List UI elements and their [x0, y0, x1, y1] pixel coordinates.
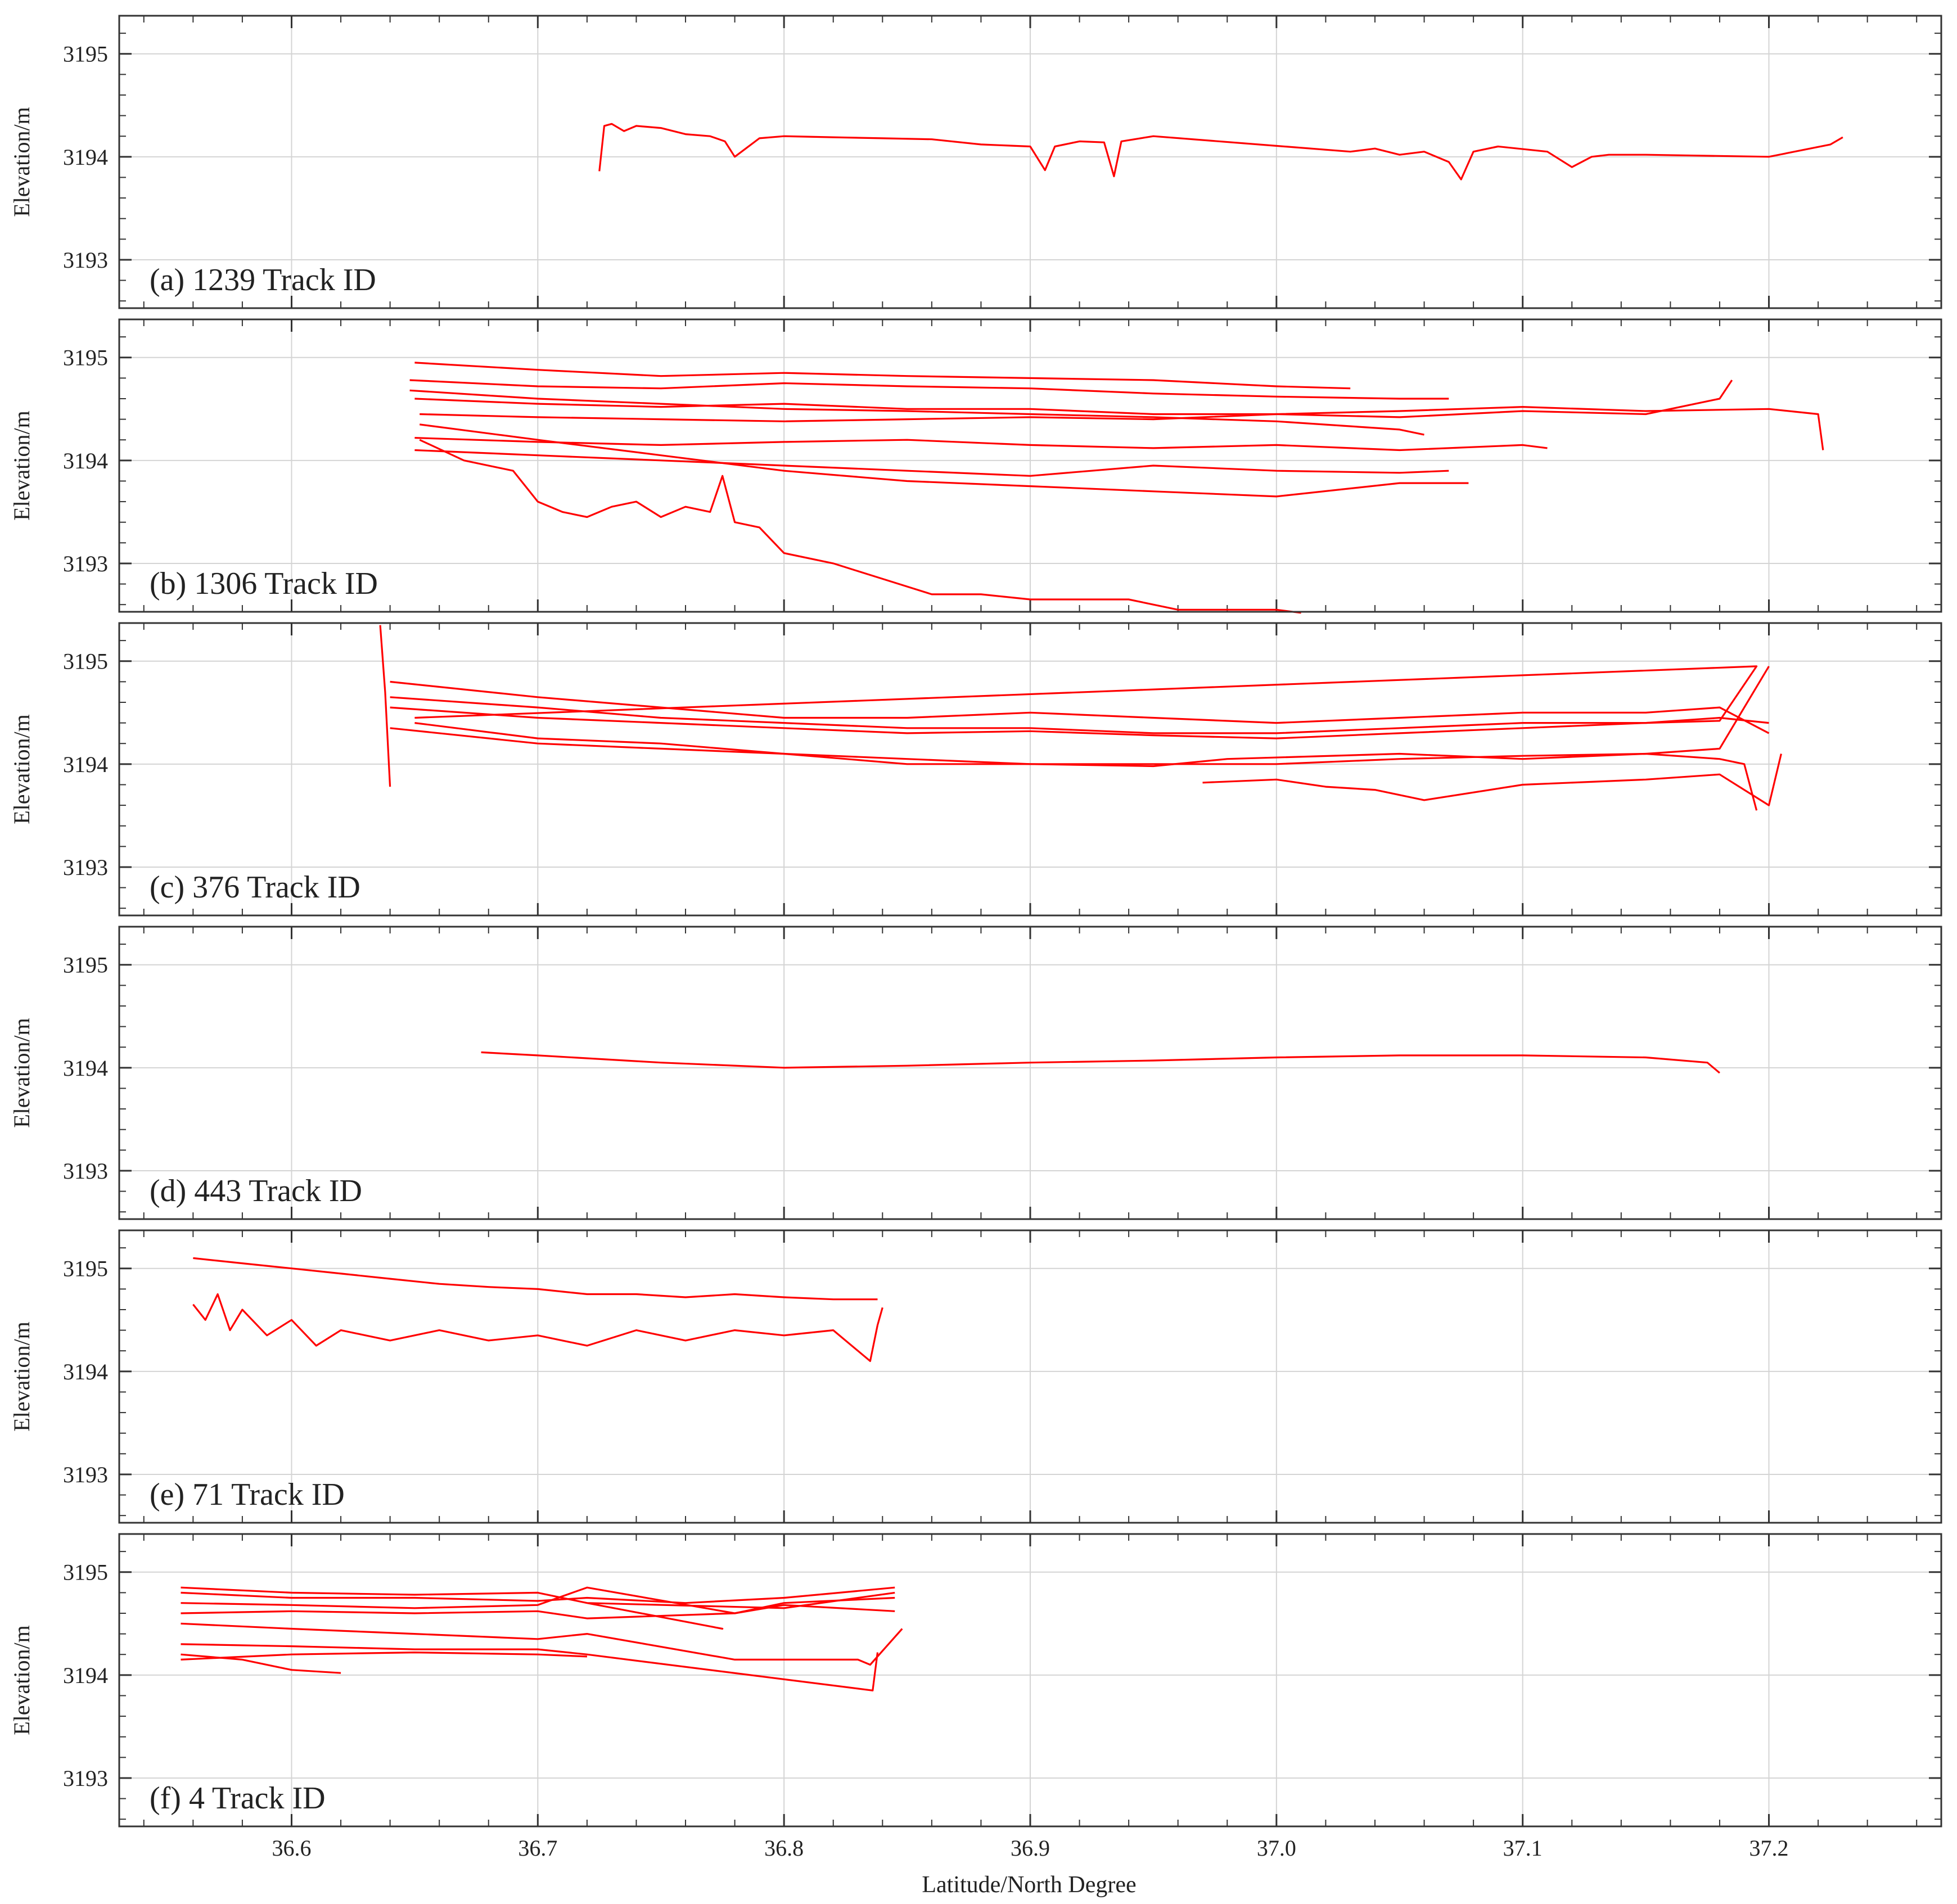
series-line-6	[414, 437, 1548, 452]
series-line-3	[414, 380, 1733, 418]
x-tick-label: 36.8	[764, 1835, 804, 1861]
y-tick-label: 3193	[63, 855, 108, 880]
series-line-4	[420, 405, 1824, 450]
series-line-7	[1202, 754, 1782, 806]
x-axis-title: Latitude/North Degree	[922, 1872, 1136, 1898]
x-tick-label: 36.7	[518, 1835, 557, 1861]
panel-label: (b) 1306 Track ID	[150, 566, 378, 601]
panel-2: 3193 3194 3195 Elevation/m (b) 1306 Track ID	[9, 318, 1942, 614]
panel-label: (e) 71 Track ID	[150, 1477, 345, 1512]
panel-4: 3193 3194 3195 Elevation/m (d) 443 Track ID	[9, 926, 1942, 1220]
series-line-2	[181, 1586, 895, 1614]
y-tick-label: 3195	[63, 953, 108, 978]
series-line-5	[181, 1622, 903, 1666]
series-line-8	[181, 1652, 587, 1661]
plot-frame	[118, 1533, 1942, 1828]
y-axis-title: Elevation/m	[9, 1625, 34, 1735]
y-tick-label: 3194	[63, 1359, 108, 1384]
y-tick-label: 3193	[63, 551, 108, 576]
x-tick-label: 37.1	[1503, 1835, 1543, 1861]
series-line-3	[181, 1604, 895, 1619]
series-line-9	[419, 439, 1301, 614]
series-line-5	[409, 389, 1424, 436]
panels-group: 3193 3194 3195 Elevation/m (a) 1239 Track ID…	[9, 15, 1942, 1861]
y-tick-label: 3193	[63, 1766, 108, 1791]
series-line-4	[181, 1586, 895, 1630]
plot-frame	[118, 318, 1942, 613]
x-tick-label: 37.2	[1749, 1835, 1789, 1861]
y-axis-title: Elevation/m	[9, 1321, 34, 1432]
panel-label: (a) 1239 Track ID	[150, 263, 376, 297]
panel-label: (f) 4 Track ID	[150, 1781, 326, 1816]
series-line-6	[414, 666, 1770, 768]
series-line-2	[409, 379, 1449, 400]
x-tick-label: 36.6	[272, 1835, 311, 1861]
y-axis-title: Elevation/m	[9, 1018, 34, 1128]
series-line-7	[414, 449, 1449, 477]
y-tick-label: 3195	[63, 1256, 108, 1282]
plot-frame	[118, 1229, 1942, 1524]
plot-frame	[118, 926, 1942, 1220]
y-tick-label: 3193	[63, 247, 108, 273]
panel-label: (d) 443 Track ID	[150, 1174, 362, 1208]
y-tick-label: 3195	[63, 649, 108, 674]
plot-frame	[118, 15, 1942, 309]
panel-label: (c) 376 Track ID	[150, 870, 360, 905]
y-tick-label: 3195	[63, 345, 108, 371]
y-tick-label: 3194	[63, 1663, 108, 1688]
series-line-1	[379, 625, 391, 787]
panel-3: 3193 3194 3195 Elevation/m (c) 376 Track ID	[9, 622, 1942, 917]
panel-5: 3193 3194 3195 Elevation/m (e) 71 Track ID	[9, 1229, 1942, 1524]
series-line-2	[192, 1293, 883, 1362]
y-axis-title: Elevation/m	[9, 107, 34, 217]
x-tick-label: 36.9	[1011, 1835, 1050, 1861]
panel-6: 3193 3194 3195 36.6 36.7 36.8 36.9 37.0 37.1 37.2…	[9, 1533, 1942, 1861]
series-line-1	[414, 362, 1351, 390]
series-line-1	[193, 1257, 878, 1301]
series-line-6	[181, 1643, 879, 1691]
panel-1: 3193 3194 3195 Elevation/m (a) 1239 Track ID	[9, 15, 1942, 309]
y-tick-label: 3195	[63, 1560, 108, 1585]
series-line-5	[390, 727, 1758, 811]
series-line-1	[598, 123, 1843, 181]
y-tick-label: 3194	[63, 448, 108, 473]
plot-frame	[118, 622, 1942, 917]
series-line-1	[481, 1051, 1720, 1074]
y-axis-title: Elevation/m	[9, 410, 34, 521]
y-tick-label: 3195	[63, 42, 108, 67]
y-tick-label: 3194	[63, 1055, 108, 1081]
series-line-7	[181, 1653, 341, 1674]
y-tick-label: 3193	[63, 1158, 108, 1184]
series-line-4	[390, 665, 1758, 739]
series-line-1	[181, 1586, 895, 1604]
y-tick-label: 3193	[63, 1462, 108, 1487]
series-line-8	[419, 423, 1469, 498]
x-tick-label: 37.0	[1257, 1835, 1296, 1861]
y-tick-label: 3194	[63, 145, 108, 170]
y-tick-label: 3194	[63, 752, 108, 777]
y-axis-title: Elevation/m	[9, 714, 34, 824]
